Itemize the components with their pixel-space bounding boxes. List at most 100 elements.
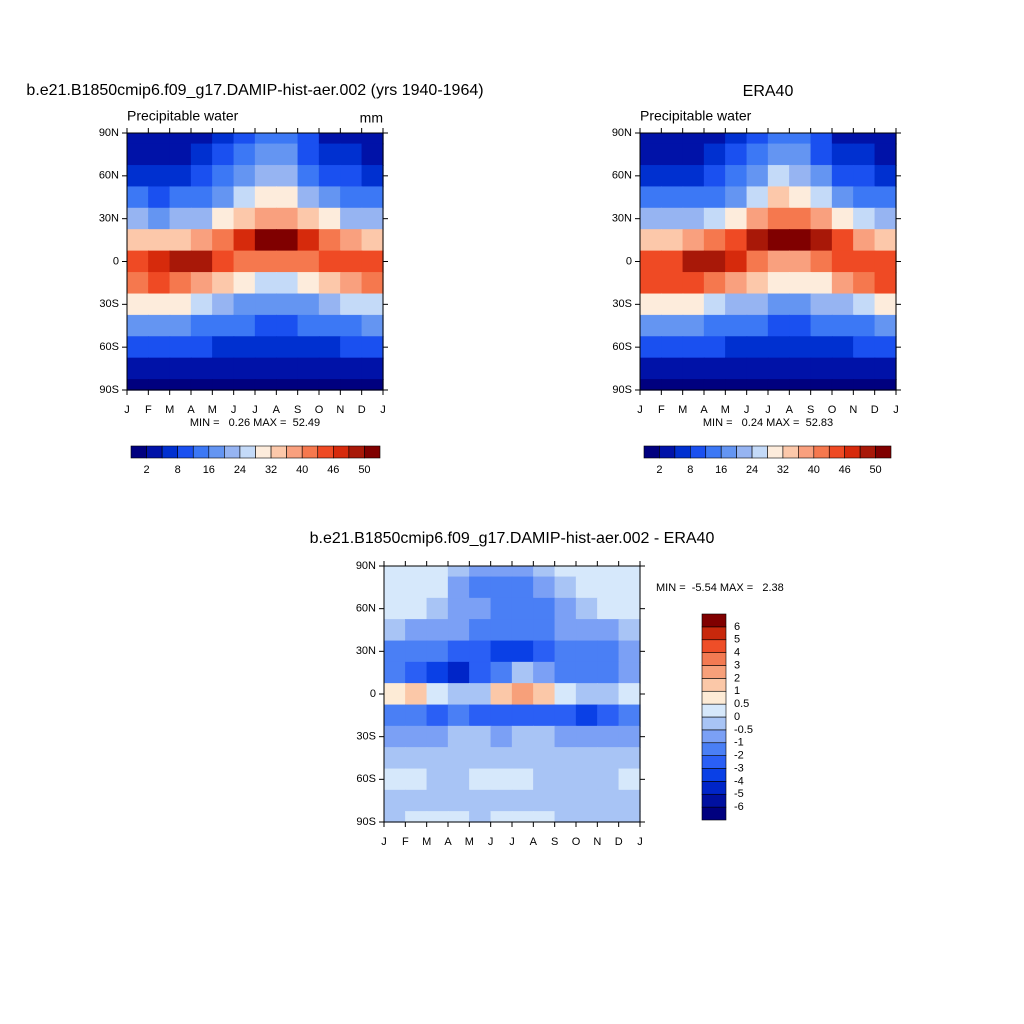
contour-cell [618,619,641,642]
chart-title: b.e21.B1850cmip6.f09_g17.DAMIP-hist-aer.… [26,82,483,99]
x-tick-label: M [678,404,687,416]
contour-cell [682,229,705,252]
contour-cell [661,207,684,231]
colorbar-label: 0.5 [734,698,749,710]
contour-cell [789,186,812,209]
contour-cell [148,207,171,231]
contour-cell [254,379,277,391]
colorbar-label: 46 [327,464,339,476]
contour-cell [789,143,812,166]
contour-cell [853,336,876,359]
contour-cell [597,725,620,748]
contour-cell [318,132,341,145]
contour-cell [703,143,726,166]
contour-cell [725,186,748,209]
colorbar-label: 50 [869,464,881,476]
contour-cell [767,314,790,338]
y-tick-label: 30S [356,731,376,743]
contour-panel: 90N 60N 30N 0 30S 60S 90S J F M A M J J A S O N D J ERA40 Pre… [612,83,901,476]
contour-cell [618,725,641,748]
contour-cell [405,565,428,578]
contour-cell [597,597,620,620]
contour-cell [383,576,406,599]
colorbar-box [767,445,784,459]
contour-cell [597,640,620,663]
contour-cell [254,357,277,380]
contour-cell [554,789,577,812]
contour-cell [618,661,641,684]
contour-cell [340,379,363,391]
contour-cell [661,272,684,295]
contour-cell [233,143,256,166]
x-tick-label: M [208,404,217,416]
contour-cell [725,250,748,273]
contour-cell [447,683,470,706]
contour-cell [148,379,171,391]
colorbar-box [270,445,287,459]
contour-cell [276,250,299,273]
contour-cell [810,272,833,295]
contour-cell [618,747,641,770]
contour-cell [767,293,790,316]
contour-cell [148,357,171,380]
contour-cell [276,186,299,209]
contour-cell [810,143,833,166]
x-tick-label: J [637,404,643,416]
contour-cell [340,314,363,338]
contour-cell [361,293,384,316]
colorbar-box [705,445,722,459]
contour-cell [639,229,662,252]
contour-cell [682,336,705,359]
colorbar-box [701,678,727,692]
contour-cell [511,725,534,748]
colorbar-box [130,445,147,459]
contour-cell [661,357,684,380]
contour-cell [575,747,598,770]
contour-cell [469,811,492,823]
contour-cell [405,704,428,727]
contour-cell [767,272,790,295]
contour-cell [148,336,171,359]
contour-cell [361,250,384,273]
contour-cell [297,336,320,359]
contour-cell [725,314,748,338]
colorbar-label: 2 [734,672,740,684]
contour-cell [597,565,620,578]
contour-cell [383,747,406,770]
contour-cell [126,186,149,209]
contour-cell [575,768,598,791]
contour-cell [361,207,384,231]
colorbar-label: 24 [234,464,246,476]
contour-cell [405,597,428,620]
colorbar-box [701,806,727,821]
contour-cell [725,207,748,231]
contour-cell [533,747,556,770]
x-tick-label: S [807,404,814,416]
contour-cell [725,164,748,188]
contour-cell [853,164,876,188]
contour-cell [490,597,513,620]
contour-cell [810,379,833,391]
contour-cell [254,272,277,295]
contour-cell [297,357,320,380]
contour-cell [490,747,513,770]
contour-cell [447,565,470,578]
contour-cell [746,229,769,252]
contour-cell [447,704,470,727]
contour-cell [169,164,192,188]
contour-cell [874,143,897,166]
x-tick-label: J [381,836,387,848]
contour-cell [383,768,406,791]
contour-cell [533,565,556,578]
contour-cell [810,186,833,209]
contour-cell [725,379,748,391]
contour-cell [661,164,684,188]
contour-cell [533,725,556,748]
y-tick-label: 90S [356,816,376,828]
contour-cell [597,619,620,642]
contour-cell [703,207,726,231]
contour-cell [447,661,470,684]
contour-cell [874,132,897,145]
contour-cell [511,768,534,791]
contour-cell [746,379,769,391]
